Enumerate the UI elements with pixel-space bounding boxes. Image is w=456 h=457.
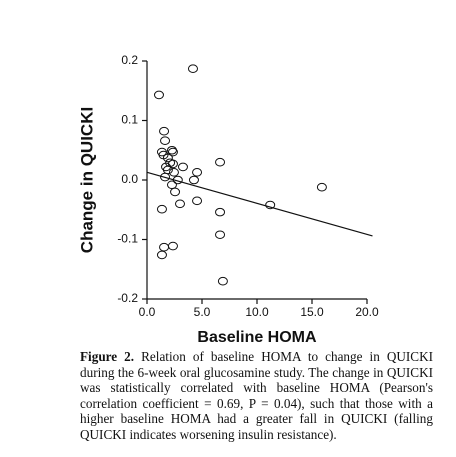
- point: [177, 162, 188, 172]
- point: [192, 167, 203, 177]
- caption-text: Relation of baseline HOMA to change in Q…: [80, 349, 434, 442]
- point: [167, 241, 178, 251]
- point: [265, 200, 276, 210]
- point: [159, 242, 170, 252]
- caption-label: Figure 2.: [80, 349, 135, 364]
- y-tick-label: -0.1: [117, 232, 138, 246]
- point: [215, 157, 226, 167]
- point: [215, 207, 226, 217]
- x-tick-label: 5.0: [194, 305, 211, 319]
- point: [162, 153, 173, 163]
- x-tick-label: 15.0: [300, 305, 324, 319]
- point: [192, 196, 203, 206]
- point: [217, 276, 228, 286]
- point: [162, 165, 173, 175]
- point: [172, 175, 183, 185]
- point: [188, 175, 199, 185]
- point: [167, 159, 178, 169]
- x-tick-label: 20.0: [355, 305, 379, 319]
- point: [175, 199, 185, 209]
- x-axis-label: Baseline HOMA: [197, 329, 317, 346]
- point: [166, 180, 177, 190]
- fit-line: [146, 171, 373, 237]
- point: [153, 90, 164, 100]
- x-tick-label: 0.0: [139, 305, 156, 319]
- y-tick-label: 0.1: [121, 113, 138, 127]
- point: [215, 230, 226, 240]
- point: [160, 136, 171, 146]
- y-tick-label: -0.2: [117, 291, 138, 305]
- caption: Figure 2. Relation of baseline HOMA to c…: [80, 349, 433, 443]
- x-tick-label: 10.0: [245, 305, 269, 319]
- y-axis-label: Change in QUICKI: [77, 107, 96, 253]
- point: [156, 250, 167, 260]
- point: [170, 187, 181, 197]
- point: [167, 147, 178, 157]
- point: [166, 145, 177, 155]
- point: [187, 64, 198, 74]
- point: [160, 172, 171, 182]
- y-tick-label: 0.0: [121, 172, 138, 186]
- point: [156, 204, 167, 214]
- point: [168, 167, 179, 177]
- y-tick-label: 0.2: [121, 53, 138, 67]
- point: [316, 182, 327, 192]
- point: [159, 126, 170, 136]
